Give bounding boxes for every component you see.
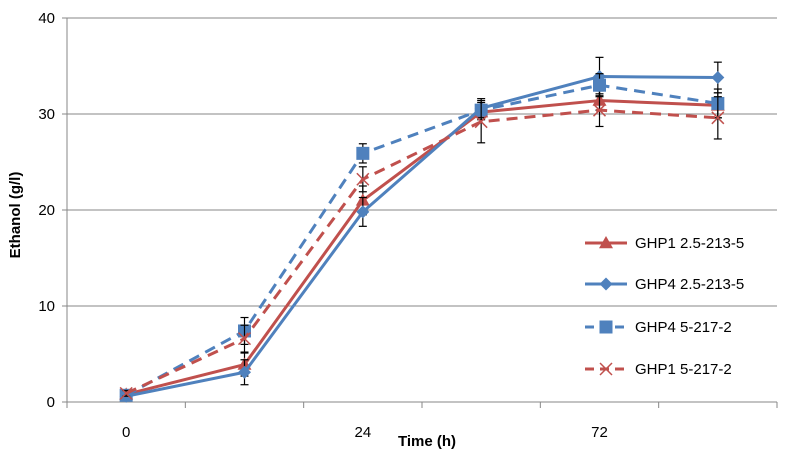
x-axis-title: Time (h)	[398, 433, 456, 450]
series-ghp1-5-217-2	[119, 93, 725, 400]
data-point-ghp1-5-217-2-1	[237, 332, 252, 346]
series-line-ghp1-2-5-213-5	[125, 99, 718, 396]
legend: GHP1 2.5-213-5 GHP4 2.5-213-5 GHP4 5-217-2…	[585, 235, 744, 378]
legend-label-ghp1-5-217-2: GHP1 5-217-2	[635, 361, 732, 378]
y-tick-label-0: 0	[47, 394, 55, 411]
series-line-ghp4-2-5-213-5	[125, 75, 718, 398]
data-point-ghp1-5-217-2-3	[474, 115, 488, 129]
data-point-ghp1-5-217-2-2-stroke-b	[356, 172, 370, 186]
data-point-ghp1-5-217-2-3-stroke-b	[474, 115, 488, 129]
y-axis-title: Ethanol (g/l)	[7, 172, 24, 259]
x-tick-label-72: 72	[591, 424, 608, 441]
legend-marker-ghp4-5-217-2	[599, 320, 613, 334]
legend-marker-ghp1-5-217-2	[599, 362, 613, 376]
data-point-ghp1-5-217-2-0-stroke-b	[119, 386, 133, 400]
data-point-ghp1-5-217-2-4-stroke-b	[592, 103, 607, 117]
x-tick-label-24: 24	[354, 424, 371, 441]
series-line-ghp4-5-217-2	[125, 83, 719, 397]
legend-marker-ghp4-2-5-213-5	[599, 277, 613, 291]
legend-label-ghp1-2-5-213-5: GHP1 2.5-213-5	[635, 235, 744, 252]
y-tick-label-20: 20	[38, 202, 55, 219]
data-point-ghp1-5-217-2-4	[592, 103, 607, 117]
y-tick-label-30: 30	[38, 106, 55, 123]
axes	[62, 17, 778, 408]
x-tick-labels: 0 24 72	[122, 424, 608, 441]
gridlines	[67, 17, 777, 307]
y-tick-labels: 0 10 20 30 40	[38, 10, 55, 411]
data-point-ghp4-2-5-213-5-2	[356, 205, 370, 219]
x-tick-label-0: 0	[122, 424, 130, 441]
data-point-ghp4-2-5-213-5-5	[711, 71, 725, 85]
legend-item-ghp4-2-5-213-5: GHP4 2.5-213-5	[585, 276, 744, 293]
legend-marker-ghp1-5-217-2-stroke-b	[599, 362, 613, 376]
legend-item-ghp1-5-217-2: GHP1 5-217-2	[585, 361, 732, 378]
legend-item-ghp4-5-217-2: GHP4 5-217-2	[585, 319, 732, 336]
y-tick-label-40: 40	[38, 10, 55, 27]
data-point-ghp1-5-217-2-2	[356, 172, 370, 186]
series-line-ghp1-5-217-2	[125, 108, 718, 395]
data-point-ghp1-5-217-2-0	[119, 386, 133, 400]
data-point-ghp4-2-5-213-5-1	[238, 365, 251, 379]
data-series	[119, 56, 725, 403]
legend-label-ghp4-5-217-2: GHP4 5-217-2	[635, 319, 732, 336]
data-point-ghp4-5-217-2-4	[593, 78, 606, 92]
data-point-ghp4-5-217-2-2	[356, 146, 370, 160]
series-ghp4-5-217-2	[119, 73, 725, 402]
y-tick-label-10: 10	[38, 298, 55, 315]
legend-label-ghp4-2-5-213-5: GHP4 2.5-213-5	[635, 276, 744, 293]
data-point-ghp1-5-217-2-5-stroke-b	[711, 111, 725, 125]
legend-marker-ghp1-2-5-213-5	[599, 236, 613, 249]
legend-item-ghp1-2-5-213-5: GHP1 2.5-213-5	[585, 235, 744, 252]
data-point-ghp1-5-217-2-5	[711, 111, 725, 125]
data-point-ghp1-5-217-2-1-stroke-b	[237, 332, 252, 346]
